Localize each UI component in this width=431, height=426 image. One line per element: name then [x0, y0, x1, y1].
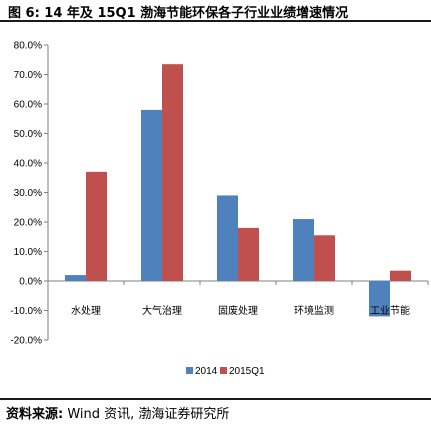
figure-title: 图 6: 14 年及 15Q1 渤海节能环保各子行业业绩增速情况 — [8, 6, 349, 21]
y-tick-label: 80.0% — [14, 41, 42, 52]
y-tick-label: 50.0% — [14, 129, 42, 140]
bar-2014-0 — [65, 275, 86, 281]
legend-label-2014: 2014 — [195, 366, 218, 377]
legend-swatch-2014 — [186, 367, 193, 374]
figure-header: 图 6: 14 年及 15Q1 渤海节能环保各子行业业绩增速情况 — [0, 0, 431, 21]
y-tick-label: 10.0% — [14, 247, 42, 258]
source-note: 资料来源: Wind 资讯, 渤海证券研究所 — [6, 403, 229, 422]
source-text: Wind 资讯, 渤海证券研究所 — [63, 407, 230, 422]
bar-2015Q1-1 — [162, 64, 183, 281]
bottom-rule — [0, 398, 431, 400]
legend-swatch-2015Q1 — [220, 367, 227, 374]
bar-2015Q1-0 — [86, 171, 107, 281]
legend-label-2015Q1: 2015Q1 — [229, 366, 265, 377]
top-rule — [0, 20, 431, 22]
x-tick-label: 环境监测 — [294, 304, 334, 317]
bar-2015Q1-3 — [314, 235, 335, 281]
bar-2014-4 — [369, 281, 390, 317]
y-tick-label: 20.0% — [14, 218, 42, 229]
y-tick-label: 70.0% — [14, 70, 42, 81]
bar-2014-2 — [217, 195, 238, 281]
source-label: 资料来源: — [6, 407, 64, 422]
y-tick-label: 40.0% — [14, 159, 42, 170]
y-tick-label: 60.0% — [14, 100, 42, 111]
bar-2015Q1-2 — [238, 227, 259, 281]
y-tick-label: -20.0% — [10, 336, 42, 347]
y-tick-label: -10.0% — [10, 306, 42, 317]
x-tick-label: 固废处理 — [218, 304, 258, 317]
y-tick-label: 30.0% — [14, 188, 42, 199]
bar-2015Q1-4 — [390, 270, 411, 281]
x-tick-label: 水处理 — [71, 305, 101, 317]
x-tick-label: 工业节能 — [370, 304, 410, 317]
bar-2014-3 — [293, 219, 314, 281]
x-tick-label: 大气治理 — [142, 304, 182, 317]
bar-chart: -20.0% -10.0% 0.0% 10.0% 20.0% 30.0% 40.0% 50.0… — [10, 41, 429, 377]
y-tick-label: 0.0% — [19, 277, 42, 288]
bar-2014-1 — [141, 109, 162, 282]
